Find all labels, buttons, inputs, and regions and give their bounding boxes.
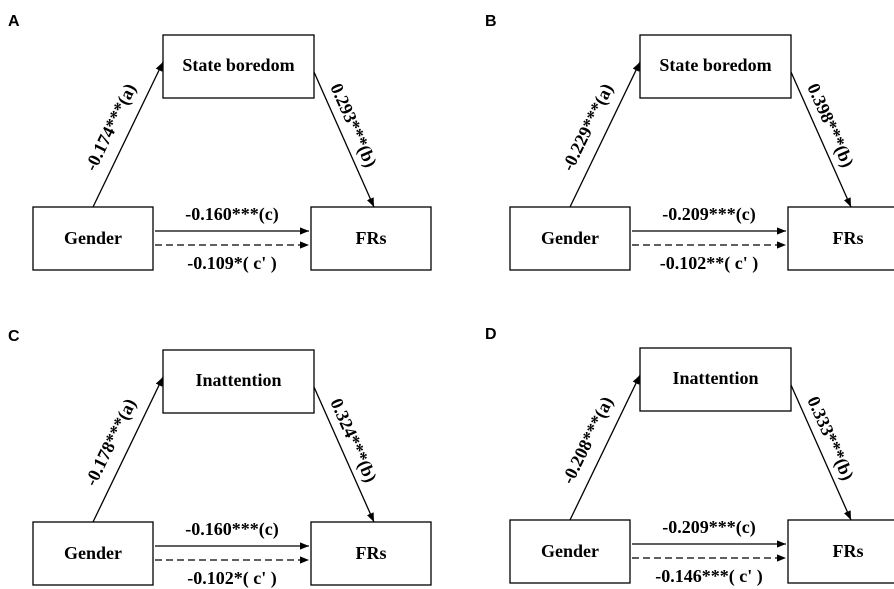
x-box — [32, 206, 154, 271]
arrow-a — [92, 376, 164, 523]
path-b-label: 0.333***(b) — [802, 393, 858, 483]
path-c-label: -0.160***(c) — [185, 519, 278, 540]
x-box — [509, 206, 631, 271]
mediator-label: State boredom — [182, 55, 294, 75]
y-label: FRs — [833, 228, 864, 248]
arrow-b — [790, 71, 852, 208]
path-c-label: -0.209***(c) — [662, 204, 755, 225]
y-label: FRs — [356, 228, 387, 248]
path-b-label: 0.293***(b) — [325, 80, 381, 170]
mediator-box — [162, 349, 315, 414]
y-box — [310, 521, 432, 586]
mediator-label: Inattention — [672, 368, 758, 388]
arrow-a — [92, 61, 164, 208]
panel-letter: B — [485, 13, 497, 30]
path-c-label: -0.160***(c) — [185, 204, 278, 225]
arrow-b — [313, 386, 375, 523]
path-c-prime-label: -0.146***( c' ) — [655, 566, 762, 587]
panel-letter: D — [485, 326, 497, 343]
mediator-box — [639, 347, 792, 412]
mediator-box — [639, 34, 792, 99]
mediator-label: Inattention — [195, 370, 281, 390]
x-label: Gender — [541, 228, 599, 248]
y-label: FRs — [833, 541, 864, 561]
path-c-label: -0.209***(c) — [662, 517, 755, 538]
x-label: Gender — [64, 228, 122, 248]
x-box — [509, 519, 631, 584]
x-label: Gender — [541, 541, 599, 561]
x-label: Gender — [64, 543, 122, 563]
y-box — [787, 519, 894, 584]
arrow-a — [569, 374, 641, 521]
path-b-label: 0.324***(b) — [325, 395, 381, 485]
y-box — [310, 206, 432, 271]
path-c-prime-label: -0.102**( c' ) — [660, 253, 758, 274]
y-box — [787, 206, 894, 271]
mediator-box — [162, 34, 315, 99]
y-label: FRs — [356, 543, 387, 563]
panel-letter: A — [8, 13, 20, 30]
path-c-prime-label: -0.102*( c' ) — [187, 568, 276, 589]
x-box — [32, 521, 154, 586]
arrow-a — [569, 61, 641, 208]
path-b-label: 0.398***(b) — [802, 80, 858, 170]
arrow-b — [790, 384, 852, 521]
arrow-b — [313, 71, 375, 208]
mediator-label: State boredom — [659, 55, 771, 75]
panel-letter: C — [8, 328, 20, 345]
path-c-prime-label: -0.109*( c' ) — [187, 253, 276, 274]
